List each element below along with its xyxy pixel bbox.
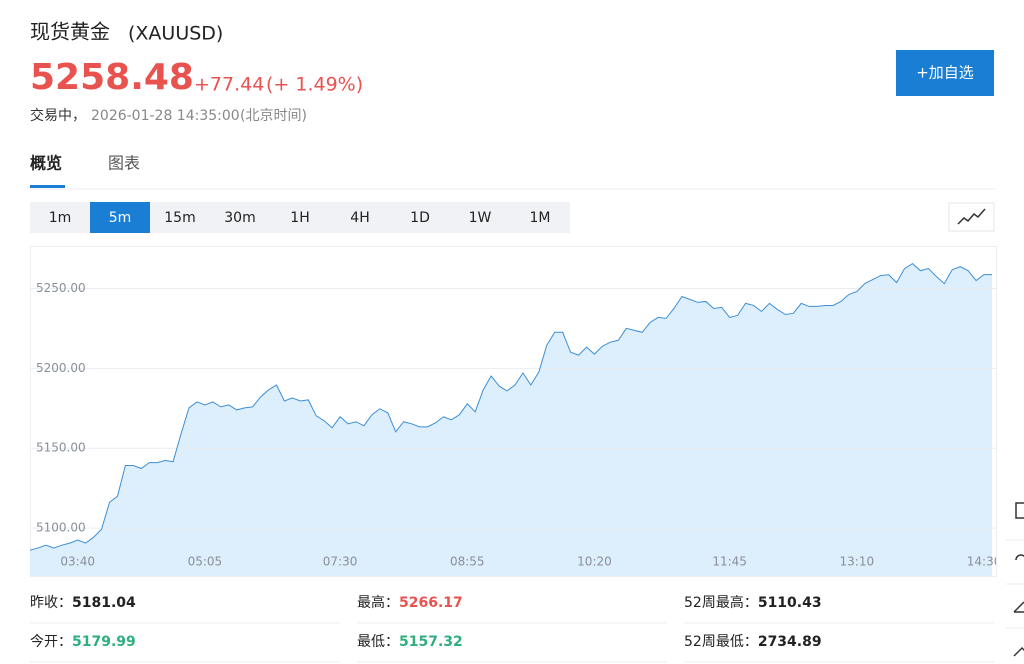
stat-label: 今开： xyxy=(30,634,72,650)
interval-button-active[interactable] xyxy=(90,202,150,233)
x-tick-label: 08:55 xyxy=(450,555,485,569)
trade-time: 2026-01-28 14:35:00 xyxy=(91,108,240,124)
stat-value: 5179.99 xyxy=(72,634,136,650)
timezone: (北京时间) xyxy=(240,108,307,124)
side-tool[interactable] xyxy=(1015,554,1024,561)
stat-value: 5157.32 xyxy=(399,634,463,650)
area-fill xyxy=(30,263,992,576)
price-line xyxy=(30,262,992,551)
x-tick-label: 14:30 xyxy=(967,555,1002,569)
price: 5258.48 xyxy=(30,57,194,98)
stat-value: 5266.17 xyxy=(399,595,463,611)
stat-label: 52周最高： xyxy=(684,594,758,611)
stat-label: 昨收： xyxy=(30,595,72,611)
side-tool[interactable] xyxy=(1013,601,1024,613)
trading-status: 交易中， xyxy=(30,107,86,124)
tab-indicator xyxy=(30,185,65,188)
interval-button[interactable]: 1m xyxy=(49,210,72,226)
x-tick-label: 03:40 xyxy=(60,555,95,569)
x-tick-label: 11:45 xyxy=(712,555,747,569)
plot: 5100.00 5150.00 5200.00 5250.00 03:40 05:05 07… xyxy=(30,262,1002,576)
interval-button[interactable]: 30m xyxy=(224,210,255,226)
stat: 今开：5179.99 xyxy=(30,634,136,650)
stat: 最低：5157.32 xyxy=(357,634,463,650)
interval-button[interactable]: 1H xyxy=(290,210,309,226)
x-tick-label: 05:05 xyxy=(188,555,223,569)
side-tools xyxy=(1006,502,1024,657)
interval-button[interactable]: 1D xyxy=(410,210,430,226)
side-tool[interactable] xyxy=(1015,502,1024,519)
y-tick-label: 5150.00 xyxy=(36,441,86,455)
interval-button[interactable]: 1W xyxy=(469,210,492,226)
stat: 52周最高：5110.43 xyxy=(684,594,822,611)
y-tick-label: 5100.00 xyxy=(36,521,86,535)
stat-value: 2734.89 xyxy=(758,634,822,650)
stat: 昨收：5181.04 xyxy=(30,595,136,611)
side-tool[interactable] xyxy=(1013,646,1024,657)
stat-label: 52周最低： xyxy=(684,634,758,650)
price-change: +77.44 xyxy=(194,74,264,96)
asset-symbol: (XAUUSD) xyxy=(128,23,223,45)
stat: 52周最低：2734.89 xyxy=(684,634,822,650)
interval-button[interactable]: 15m xyxy=(164,210,195,226)
interval-button[interactable]: 4H xyxy=(350,210,369,226)
x-tick-label: 07:30 xyxy=(323,555,358,569)
tab[interactable]: 概览 xyxy=(30,154,62,173)
chart-frame xyxy=(30,246,997,577)
stat-label: 最高： xyxy=(357,594,399,611)
watchlist-button[interactable] xyxy=(896,50,994,96)
watchlist-button-label[interactable]: +加自选 xyxy=(916,64,974,82)
y-tick-label: 5200.00 xyxy=(36,361,86,375)
stat-value: 5181.04 xyxy=(72,595,136,611)
interval-button[interactable]: 5m xyxy=(109,210,132,226)
x-tick-label: 13:10 xyxy=(840,555,875,569)
stat: 最高：5266.17 xyxy=(357,594,463,611)
stat-value: 5110.43 xyxy=(758,595,822,611)
chart-type-icon xyxy=(957,208,986,225)
interval-button[interactable]: 1M xyxy=(530,210,551,226)
y-tick-label: 5250.00 xyxy=(36,281,86,295)
stat-label: 最低： xyxy=(357,634,399,650)
tab[interactable]: 图表 xyxy=(108,154,140,173)
x-tick-label: 10:20 xyxy=(577,555,612,569)
asset-name: 现货黄金 xyxy=(30,20,110,44)
price-change-percent: (+ 1.49%) xyxy=(266,74,363,96)
